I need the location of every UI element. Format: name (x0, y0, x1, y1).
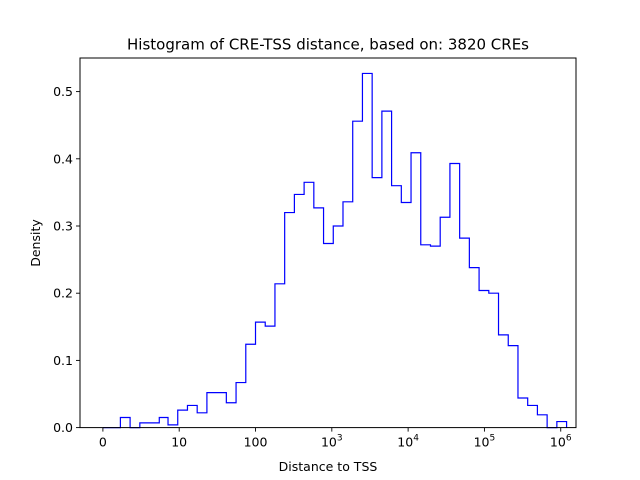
x-tick-label: 0 (99, 435, 107, 450)
x-axis-label: Distance to TSS (279, 459, 378, 474)
y-tick-label: 0.3 (53, 219, 73, 234)
x-tick-label: 105 (474, 434, 496, 450)
y-tick-label: 0.5 (53, 84, 73, 99)
x-tick-label: 100 (244, 435, 268, 450)
x-tick-label: 10 (171, 435, 187, 450)
histogram-step-line (102, 72, 568, 429)
y-tick-label: 0.1 (53, 353, 73, 368)
y-tick-label: 0.0 (53, 420, 73, 435)
plot-area (79, 57, 577, 429)
x-axis-ticks: 0 10 100 103 104 105 106 (99, 427, 572, 450)
y-axis-label: Density (28, 219, 43, 267)
y-tick-label: 0.4 (53, 151, 73, 166)
plot-frame (79, 57, 577, 429)
y-tick-label: 0.2 (53, 286, 73, 301)
x-tick-label: 104 (397, 434, 419, 450)
chart-title: Histogram of CRE-TSS distance, based on:… (127, 36, 529, 54)
x-tick-label: 103 (321, 434, 343, 450)
y-axis-ticks: 0.0 0.1 0.2 0.3 0.4 0.5 (53, 84, 80, 435)
x-tick-label: 106 (550, 434, 572, 450)
